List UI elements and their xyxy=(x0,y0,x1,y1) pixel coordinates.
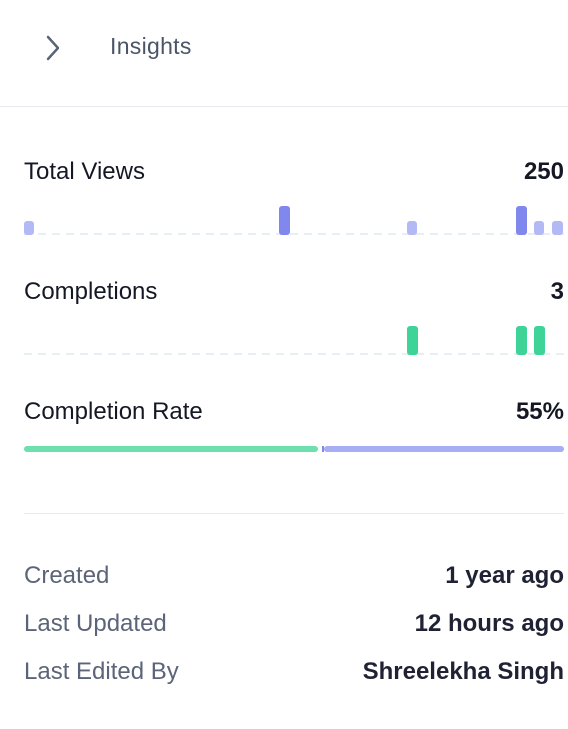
completions-bar xyxy=(534,326,545,355)
last-updated-value: 12 hours ago xyxy=(414,610,564,637)
completion-rate-bar xyxy=(24,446,564,452)
chevron-right-icon xyxy=(46,35,60,61)
views-bar xyxy=(24,221,34,235)
completions-bar xyxy=(516,326,527,355)
total-views-value: 250 xyxy=(523,158,564,185)
expand-toggle-button[interactable] xyxy=(40,32,68,64)
created-label: Created xyxy=(24,562,110,589)
section-divider xyxy=(24,513,564,514)
completion-rate-fill xyxy=(24,446,318,452)
completion-rate-value: 55% xyxy=(515,398,564,425)
last-edited-by-label: Last Edited By xyxy=(24,658,179,685)
total-views-label: Total Views xyxy=(24,158,145,185)
created-value: 1 year ago xyxy=(445,562,564,589)
views-bar xyxy=(534,221,544,235)
completion-rate-remainder xyxy=(324,446,564,452)
completion-rate-marker xyxy=(322,446,324,452)
views-bar xyxy=(407,221,417,235)
completions-sparkline xyxy=(24,326,564,355)
completions-label: Completions xyxy=(24,278,158,305)
completions-value: 3 xyxy=(550,278,564,305)
views-bar xyxy=(552,221,563,235)
total-views-sparkline xyxy=(24,206,564,235)
panel-title: Insights xyxy=(110,33,192,59)
last-edited-by-value: Shreelekha Singh xyxy=(362,658,564,685)
insights-header: Insights xyxy=(0,0,568,107)
views-bar xyxy=(279,206,290,235)
completion-rate-label: Completion Rate xyxy=(24,398,203,425)
completions-bar xyxy=(407,326,418,355)
views-bar xyxy=(516,206,527,235)
last-updated-label: Last Updated xyxy=(24,610,167,637)
